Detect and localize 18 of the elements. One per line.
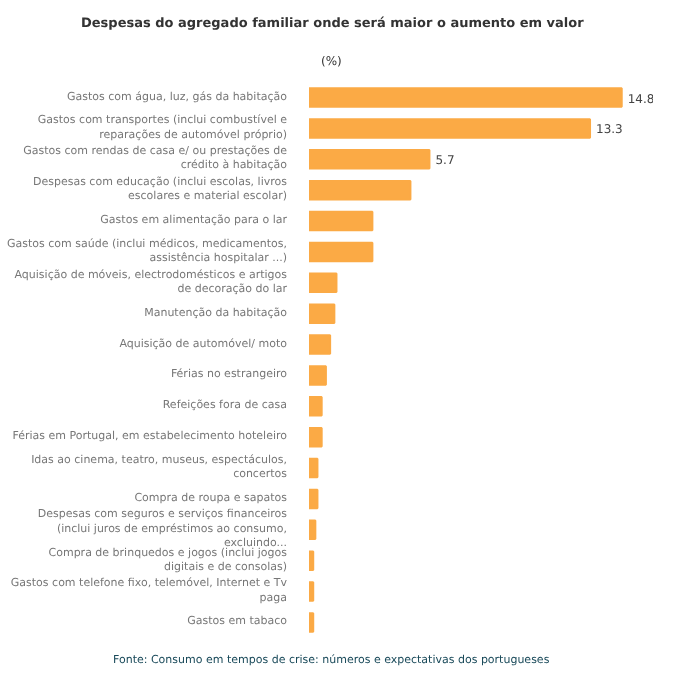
bar	[309, 334, 332, 355]
bar	[309, 87, 623, 108]
bar	[309, 519, 317, 541]
bar	[309, 210, 374, 232]
bar	[309, 581, 315, 602]
bar	[309, 550, 315, 571]
bar	[309, 426, 323, 448]
bar	[309, 612, 315, 633]
bar	[309, 241, 374, 263]
bar	[309, 118, 592, 139]
bar	[309, 457, 319, 479]
bar	[309, 488, 319, 510]
bar	[309, 272, 338, 294]
bar	[309, 149, 431, 170]
bar	[309, 396, 323, 417]
bar	[309, 303, 336, 324]
bar	[309, 365, 327, 386]
bar	[309, 179, 412, 201]
